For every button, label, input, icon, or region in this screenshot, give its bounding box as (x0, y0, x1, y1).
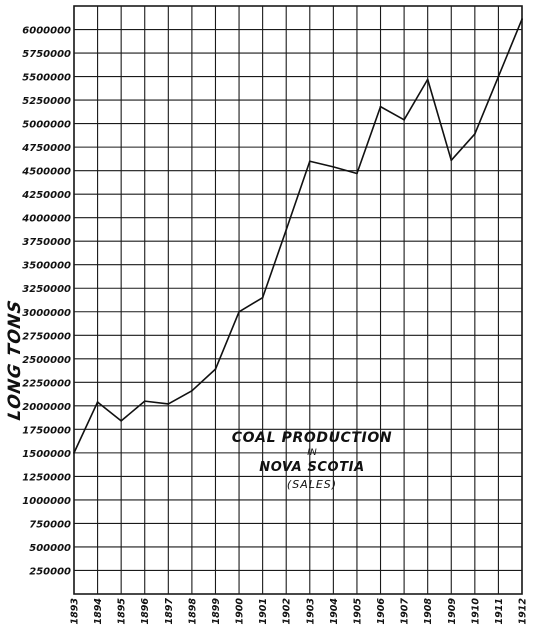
data-point (214, 368, 217, 371)
x-tick-label: 1902 (282, 598, 293, 625)
data-point (261, 296, 264, 299)
x-tick-label: 1905 (352, 598, 363, 625)
x-tick-label: 1904 (329, 598, 340, 625)
y-tick-label: 2000000 (22, 402, 71, 413)
data-point (308, 160, 311, 163)
data-point (403, 118, 406, 121)
y-tick-label: 5500000 (22, 73, 71, 84)
grid-lines (73, 5, 523, 595)
x-tick-label: 1908 (423, 598, 434, 625)
x-tick-label: 1911 (494, 598, 505, 624)
x-tick-label: 1899 (211, 598, 222, 625)
y-tick-label: 2750000 (22, 331, 71, 342)
y-tick-label: 3000000 (22, 308, 71, 319)
data-point (96, 401, 99, 403)
data-point (497, 75, 500, 78)
data-point (426, 78, 429, 81)
y-tick-label: 2250000 (22, 378, 71, 389)
chart-title-line-3: NOVA SCOTIA (259, 460, 365, 475)
y-tick-label: 4000000 (21, 214, 71, 225)
data-point (120, 419, 123, 422)
x-tick-label: 1893 (70, 598, 81, 625)
chart-title-line-4: (SALES) (286, 478, 338, 491)
plot-frame (73, 5, 523, 595)
x-tick-label: 1900 (235, 598, 246, 625)
y-tick-label: 3250000 (22, 284, 71, 295)
data-point (450, 159, 453, 162)
x-tick-label: 1912 (518, 598, 529, 625)
x-axis-tick-labels: 1893 1894 1895 1896 1897 1898 1899 1900 1901 1902… (70, 598, 529, 625)
data-point (285, 229, 288, 231)
y-tick-label: 4500000 (21, 167, 71, 178)
x-tick-label: 1898 (187, 598, 198, 625)
y-axis-title: LONG TONS (0, 298, 30, 422)
data-point (167, 403, 170, 405)
data-point (332, 165, 335, 168)
x-tick-label: 1894 (93, 598, 104, 625)
y-tick-label: 500000 (29, 543, 71, 554)
y-tick-label: 4750000 (21, 143, 71, 154)
y-tick-label: 2500000 (22, 355, 71, 366)
x-tick-label: 1909 (447, 598, 458, 625)
y-tick-label: 6000000 (22, 26, 71, 37)
y-tick-label: 250000 (29, 566, 71, 577)
data-point (379, 105, 382, 108)
y-tick-label: 5250000 (22, 96, 71, 107)
data-point (190, 389, 193, 392)
data-point (73, 451, 75, 454)
chart-title: COAL PRODUCTION IN NOVA SCOTIA (SALES) (222, 430, 402, 494)
y-tick-label: 1250000 (22, 472, 71, 483)
y-tick-label: 1500000 (22, 449, 71, 460)
y-tick-label: 5750000 (22, 49, 71, 60)
series-line (73, 18, 523, 454)
y-tick-label: 750000 (29, 519, 71, 530)
x-tick-label: 1903 (305, 598, 316, 625)
data-point (473, 133, 476, 135)
y-axis-tick-labels: 250000 500000 750000 1000000 1250000 1500000 1… (21, 26, 71, 578)
x-tick-label: 1896 (140, 598, 151, 625)
chart-title-line-1: COAL PRODUCTION (231, 430, 393, 446)
data-point (143, 400, 146, 403)
chart-title-line-2: IN (307, 448, 317, 458)
x-tick-label: 1897 (164, 598, 175, 625)
y-axis-title-text: LONG TONS (5, 298, 25, 422)
y-tick-label: 3500000 (22, 261, 71, 272)
x-tick-label: 1901 (258, 598, 269, 624)
data-series (73, 18, 523, 454)
x-tick-label: 1895 (117, 598, 128, 625)
x-tick-label: 1907 (400, 598, 411, 625)
x-tick-label: 1910 (470, 598, 481, 625)
y-tick-label: 3750000 (22, 237, 71, 248)
data-point (356, 172, 358, 175)
x-tick-label: 1906 (376, 598, 387, 625)
data-point (238, 310, 240, 313)
y-tick-label: 1000000 (22, 496, 71, 507)
y-tick-label: 5000000 (22, 120, 71, 131)
data-point (521, 18, 523, 21)
y-tick-label: 4250000 (21, 190, 71, 201)
y-tick-label: 1750000 (22, 425, 71, 436)
